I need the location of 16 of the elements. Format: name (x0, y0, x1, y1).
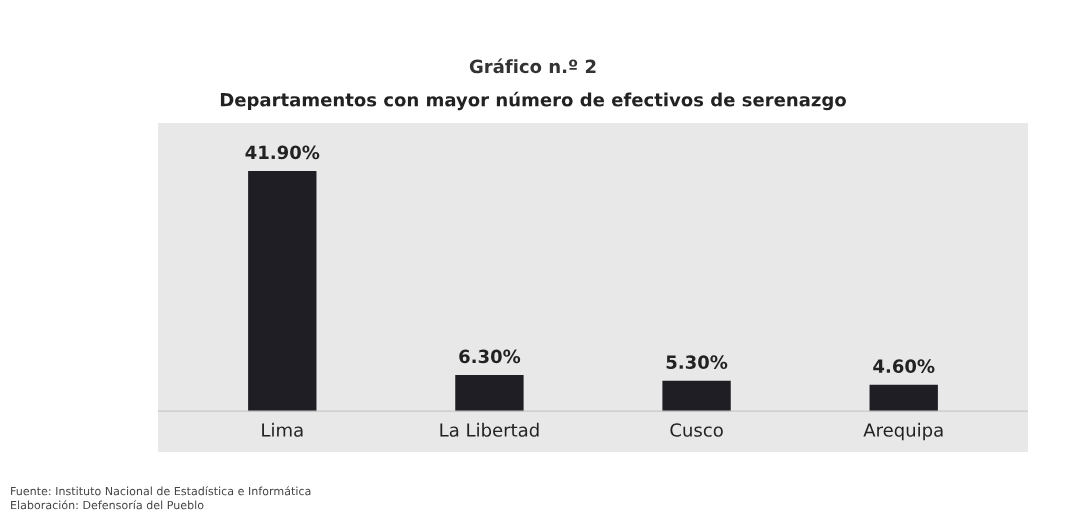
data-label: 5.30% (666, 355, 728, 369)
data-label: 6.30% (459, 349, 521, 364)
x-tick-label: Lima (262, 422, 303, 437)
text: Elaboración: Defensoría del Pueblo (11, 500, 204, 510)
chart-subtitle: Departamentos con mayor número de efectivos de serenazgo (220, 91, 846, 111)
bar (662, 380, 731, 412)
data-label: 41.90% (245, 145, 320, 160)
x-tick-label: Arequipa (863, 422, 943, 441)
x-tick-label: La Libertad (440, 422, 539, 437)
source-note: Fuente: Instituto Nacional de Estadística e Informática (11, 486, 311, 496)
bar (869, 384, 938, 412)
bar (455, 375, 524, 412)
data-label: 4.60% (873, 359, 935, 373)
bar (248, 171, 317, 412)
x-tick-label: Cusco (670, 423, 723, 437)
chart-title: Gráfico n.º 2 (469, 58, 596, 74)
